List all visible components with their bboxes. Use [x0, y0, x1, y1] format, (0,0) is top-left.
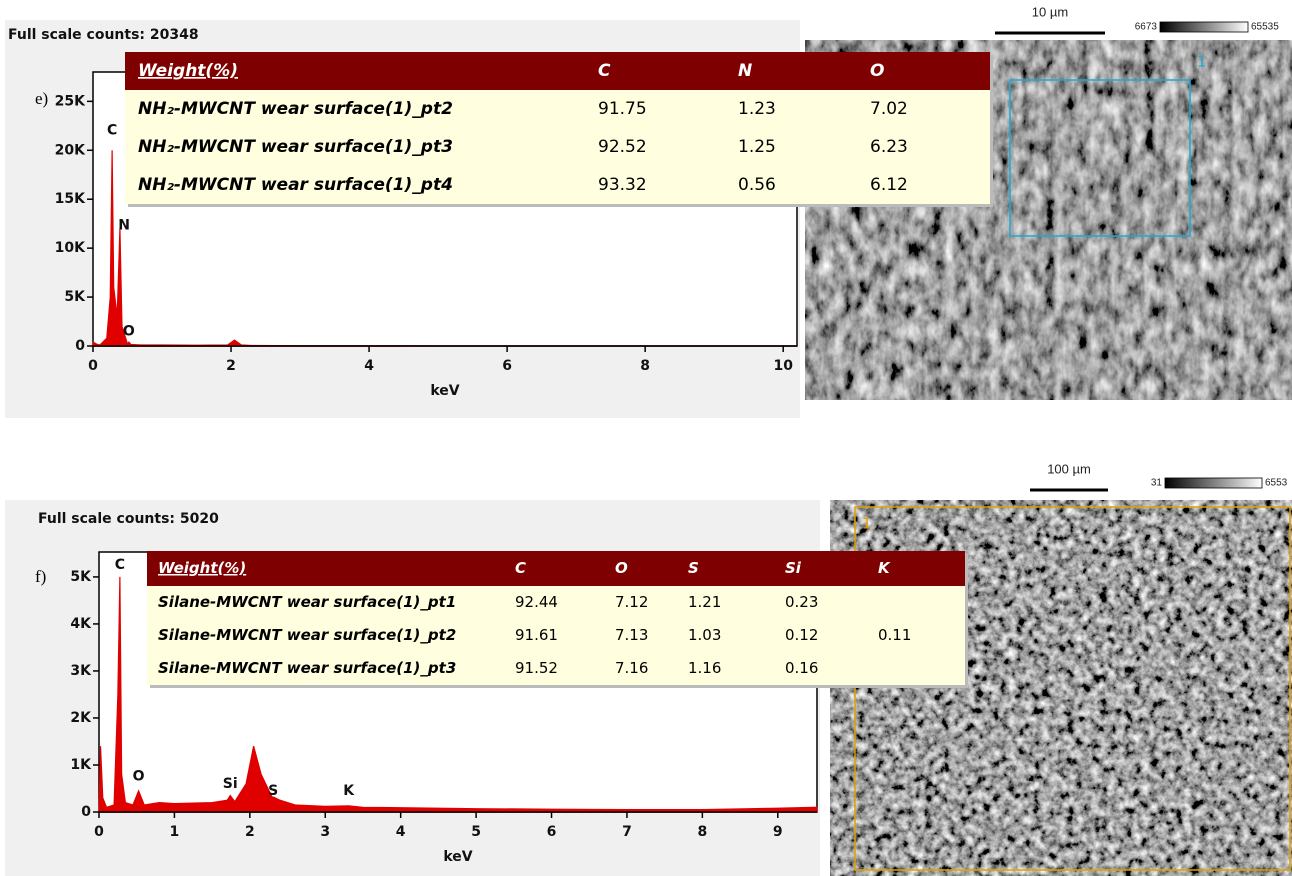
figure: 110 µm667365535Full scale counts: 20348e…: [0, 0, 1292, 876]
x-tick-label: 1: [170, 824, 180, 840]
peak-label: C: [107, 123, 117, 139]
cell-value: 91.52: [515, 659, 558, 677]
cell-value: 91.75: [598, 99, 647, 119]
row-name: NH₂-MWCNT wear surface(1)_pt3: [138, 137, 453, 157]
column-header: S: [688, 559, 699, 577]
x-tick-label: 0: [88, 358, 98, 374]
peak-label: Si: [223, 776, 238, 792]
y-tick-label: 1K: [70, 757, 92, 773]
peak-label: O: [123, 323, 135, 339]
spectrum-title: Full scale counts: 5020: [38, 511, 219, 527]
x-axis-label: keV: [430, 383, 459, 399]
peak-label: O: [133, 769, 145, 785]
cell-value: 1.21: [688, 593, 721, 611]
panel-label: e): [35, 89, 48, 108]
x-tick-label: 9: [773, 824, 783, 840]
cell-value: 7.13: [615, 626, 648, 644]
cell-value: 0.16: [785, 659, 818, 677]
y-tick-label: 15K: [55, 191, 86, 207]
y-tick-label: 25K: [55, 93, 86, 109]
cell-value: 6.12: [870, 175, 908, 195]
scale-bar-label: 100 µm: [1047, 461, 1091, 476]
cell-value: 92.44: [515, 593, 558, 611]
cell-value: 7.02: [870, 99, 908, 119]
column-header: O: [615, 559, 628, 577]
x-axis-label: keV: [443, 849, 472, 865]
x-tick-label: 2: [245, 824, 255, 840]
peak-label: K: [343, 783, 355, 799]
table-header: [125, 52, 990, 90]
x-tick-label: 6: [502, 358, 512, 374]
column-header: C: [598, 61, 611, 81]
x-tick-label: 4: [396, 824, 406, 840]
column-header: O: [870, 61, 884, 81]
scale-bar-label: 10 µm: [1032, 4, 1068, 19]
colorbar: [1160, 22, 1248, 32]
cell-value: 1.25: [738, 137, 776, 157]
cell-value: 1.23: [738, 99, 776, 119]
x-tick-label: 2: [226, 358, 236, 374]
spectrum-title: Full scale counts: 20348: [8, 27, 199, 43]
cell-value: 93.32: [598, 175, 647, 195]
region-label: 1: [862, 515, 872, 533]
x-tick-label: 6: [547, 824, 557, 840]
panel: 1 10 µm 6673 65535 Full scale counts: 20348 e…: [5, 4, 1292, 418]
column-header: N: [738, 61, 752, 81]
region-label: 1: [1197, 53, 1207, 71]
colorbar-max: 65535: [1251, 22, 1279, 33]
row-name: Silane-MWCNT wear surface(1)_pt1: [158, 593, 456, 611]
x-tick-label: 0: [94, 824, 104, 840]
cell-value: 0.12: [785, 626, 818, 644]
panel-label: f): [35, 567, 46, 586]
x-tick-label: 10: [773, 358, 793, 374]
row-name: Silane-MWCNT wear surface(1)_pt2: [158, 626, 456, 644]
cell-value: 1.03: [688, 626, 721, 644]
y-tick-label: 4K: [70, 616, 92, 632]
x-tick-label: 3: [320, 824, 330, 840]
peak-label: C: [115, 557, 125, 573]
cell-value: 92.52: [598, 137, 647, 157]
y-tick-label: 0: [81, 804, 91, 820]
weight-table: Weight(%) C O S Si K Silane-MWCNT wear surface…: [147, 551, 968, 688]
x-tick-label: 7: [622, 824, 632, 840]
row-name: NH₂-MWCNT wear surface(1)_pt4: [138, 175, 453, 195]
x-tick-label: 5: [471, 824, 481, 840]
colorbar-min: 6673: [1135, 22, 1158, 33]
y-tick-label: 10K: [55, 240, 86, 256]
cell-value: 0.56: [738, 175, 776, 195]
y-tick-label: 3K: [70, 663, 92, 679]
column-header: Weight(%): [138, 61, 238, 81]
colorbar-max: 6553: [1265, 478, 1288, 489]
cell-value: 1.16: [688, 659, 721, 677]
peak-label: N: [118, 218, 130, 234]
x-tick-label: 8: [697, 824, 707, 840]
column-header: Weight(%): [158, 559, 246, 577]
cell-value: 91.61: [515, 626, 558, 644]
table-header: [147, 551, 965, 586]
x-tick-label: 4: [364, 358, 374, 374]
cell-value: 6.23: [870, 137, 908, 157]
colorbar: [1165, 478, 1262, 488]
colorbar-min: 31: [1151, 478, 1163, 489]
cell-value: 7.12: [615, 593, 648, 611]
row-name: Silane-MWCNT wear surface(1)_pt3: [158, 659, 456, 677]
column-header: Si: [785, 559, 802, 577]
cell-value: 0.23: [785, 593, 818, 611]
y-tick-label: 5K: [70, 569, 92, 585]
cell-value: 7.16: [615, 659, 648, 677]
page: {"chart_data": [ {"type": "area", "panel…: [0, 0, 1292, 876]
y-tick-label: 0: [75, 338, 85, 354]
column-header: C: [515, 559, 526, 577]
weight-table: Weight(%) C N O NH₂-MWCNT wear surface(1)_pt…: [125, 52, 993, 207]
y-tick-label: 5K: [64, 289, 86, 305]
y-tick-label: 20K: [55, 142, 86, 158]
peak-label: S: [268, 783, 278, 799]
cell-value: 0.11: [878, 626, 911, 644]
y-tick-label: 2K: [70, 710, 92, 726]
x-tick-label: 8: [640, 358, 650, 374]
column-header: K: [878, 559, 891, 577]
row-name: NH₂-MWCNT wear surface(1)_pt2: [138, 99, 453, 119]
